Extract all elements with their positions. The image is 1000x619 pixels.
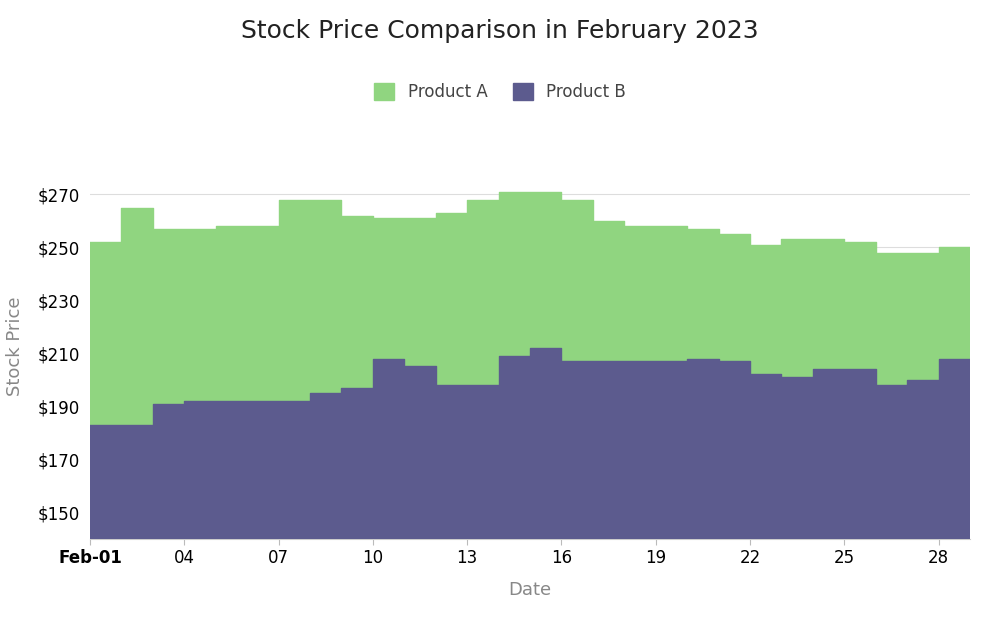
Text: Stock Price Comparison in February 2023: Stock Price Comparison in February 2023 — [241, 19, 759, 43]
Legend: Product A, Product B: Product A, Product B — [374, 82, 626, 101]
X-axis label: Date: Date — [508, 581, 552, 599]
Y-axis label: Stock Price: Stock Price — [6, 297, 24, 396]
